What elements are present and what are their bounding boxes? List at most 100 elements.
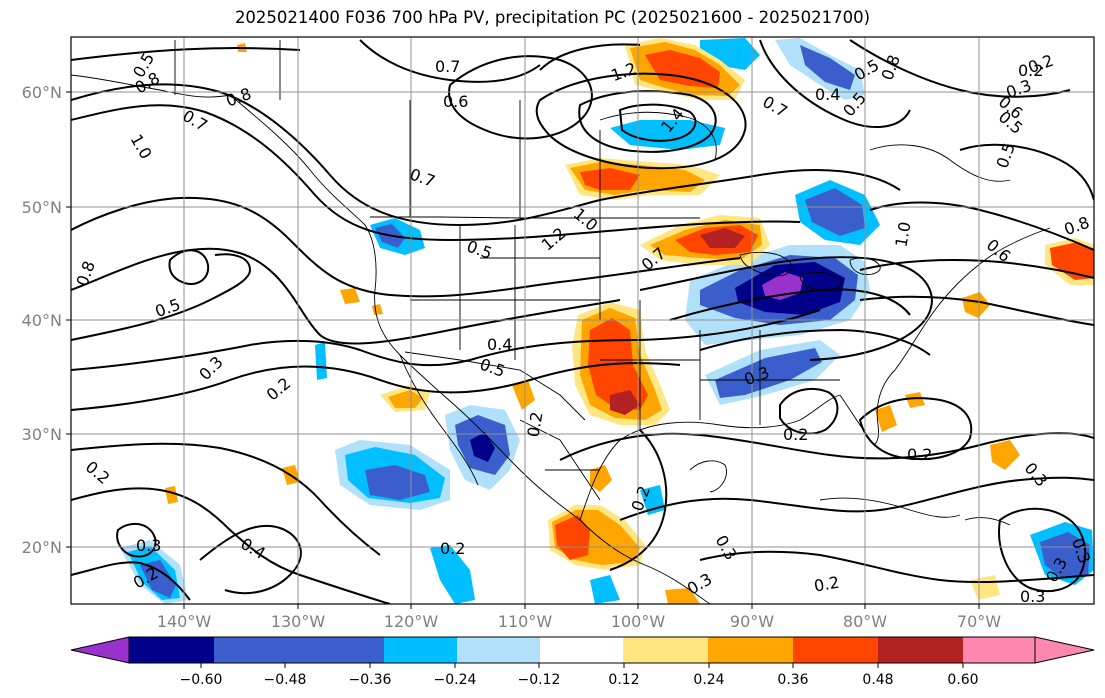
contour-label: 0.6 [443, 92, 468, 111]
colorbar-tick-label: −0.24 [434, 672, 477, 688]
colorbar-segment [457, 637, 540, 663]
colorbar-segment [540, 637, 623, 663]
colorbar-segment [384, 637, 457, 663]
pv-contour [71, 561, 191, 601]
coastline-gulf [579, 394, 841, 521]
pv-contour [448, 55, 593, 140]
pv-contour [858, 397, 973, 461]
lake-outline [799, 271, 841, 291]
lon-label: 110°W [498, 612, 553, 631]
contour-label: 0.7 [435, 57, 460, 76]
pv-contour [849, 39, 1071, 98]
pv-contour [71, 253, 252, 341]
lon-label: 140°W [157, 612, 212, 631]
pv-contour [359, 39, 541, 83]
colorbar: −0.60 −0.48 −0.36 −0.24 −0.12 0.12 0.24 … [70, 636, 1095, 688]
coastline-cuba [819, 497, 961, 518]
pv-contour [759, 39, 911, 128]
pos-anomaly-pacific [340, 288, 360, 304]
neg-anomaly-hawaii [140, 560, 176, 598]
coastline-hudson [599, 111, 717, 161]
lon-label: 90°W [730, 612, 774, 631]
contour-label: 0.2 [813, 573, 841, 596]
contour-label: 0.3 [195, 352, 226, 383]
pos-anomaly-plains [610, 390, 640, 415]
pv-contour [869, 201, 1094, 251]
longitude-labels: 140°W 130°W 120°W 110°W 100°W 90°W 80°W … [157, 612, 1001, 631]
map-panel: 0.5 0.8 0.8 0.7 1.0 0.8 0.5 0.3 0.2 0.2 … [71, 37, 1094, 604]
neg-anomaly-south [590, 575, 620, 604]
colorbar-tick-label: 0.36 [777, 672, 808, 688]
contour-label: 0.5 [152, 295, 182, 322]
pos-anomaly-canada-central [580, 168, 640, 190]
coastline-baja [399, 354, 479, 486]
lon-label: 70°W [957, 612, 1001, 631]
lake-outline [739, 251, 792, 277]
neg-anomaly-hudson [610, 120, 725, 150]
contour-label: 0.4 [487, 335, 512, 354]
colorbar-extend-min [70, 636, 130, 664]
pv-contour [859, 295, 1094, 326]
contour-label: 0.2 [1018, 61, 1043, 80]
lat-label: 20°N [22, 538, 62, 557]
contour-label: 0.4 [815, 85, 840, 104]
contour-label: 0.8 [877, 52, 904, 82]
pv-contour [998, 507, 1087, 593]
pv-contour [699, 550, 1094, 584]
neg-anomaly-mississippi [715, 348, 822, 398]
axis-ticks [66, 91, 980, 609]
pv-contour [71, 104, 801, 242]
pos-anomaly-bermuda [990, 440, 1020, 470]
map-title: 2025021400 F036 700 hPa PV, precipitatio… [234, 8, 871, 27]
pv-contour [578, 90, 717, 153]
pv-contour [116, 522, 157, 558]
pv-contour [639, 256, 933, 361]
colorbar-tick-label: −0.12 [518, 672, 561, 688]
colorbar-segment [299, 637, 384, 663]
pos-anomaly-us-sw [388, 390, 423, 408]
lat-label: 40°N [22, 311, 62, 330]
pos-anomaly-carolinas [875, 405, 897, 432]
colorbar-segment [623, 637, 708, 663]
precip-pc-shading [120, 38, 1094, 604]
lat-label: 30°N [22, 425, 62, 444]
contour-label: 1.0 [570, 204, 602, 235]
coastlines-borders [71, 40, 1051, 604]
colorbar-segment [214, 637, 299, 663]
neg-anomaly-canada-north [800, 45, 855, 90]
pos-anomaly-gulf-mexico [590, 465, 612, 492]
colorbar-tick-label: 0.48 [862, 672, 893, 688]
contour-label: 0.8 [1061, 213, 1091, 240]
border-us-mexico [404, 351, 586, 421]
contour-label: 0.2 [263, 374, 295, 405]
pos-anomaly-nunavut [645, 50, 720, 88]
lon-label: 130°W [271, 612, 326, 631]
contour-label: 0.4 [237, 534, 269, 563]
contour-label: 1.0 [891, 220, 914, 248]
neg-anomaly-atlantic-east [1040, 532, 1090, 578]
pv-contour [71, 196, 741, 298]
contour-label: 0.8 [72, 258, 99, 288]
colorbar-segment [708, 637, 793, 663]
pos-anomaly-atlantic-south [970, 575, 1000, 600]
contour-label: 0.7 [759, 92, 791, 121]
pos-anomaly-upper-midwest [700, 228, 745, 248]
pos-anomaly-nc-coast [905, 392, 925, 408]
coastline-central-america [579, 519, 711, 604]
colorbar-tick-label: 0.60 [947, 672, 978, 688]
pv-contour [71, 362, 681, 411]
coastline-labrador [869, 144, 1011, 182]
pos-anomaly-mid-pacific [165, 486, 178, 504]
coastline-west [229, 94, 581, 521]
pos-anomaly-mexico-south [555, 515, 590, 560]
pv-contour [71, 309, 821, 371]
contour-label: 1.0 [127, 131, 156, 163]
contour-label: 0.2 [907, 445, 932, 464]
contour-label: 0.3 [712, 532, 741, 564]
pv-contour [535, 72, 747, 170]
pv-contour [699, 328, 931, 356]
neg-anomaly-baja-coast [315, 342, 327, 380]
pv-contour [71, 487, 391, 604]
pos-anomaly-atlantic-mid [962, 292, 990, 318]
pv-contour [959, 143, 1094, 201]
